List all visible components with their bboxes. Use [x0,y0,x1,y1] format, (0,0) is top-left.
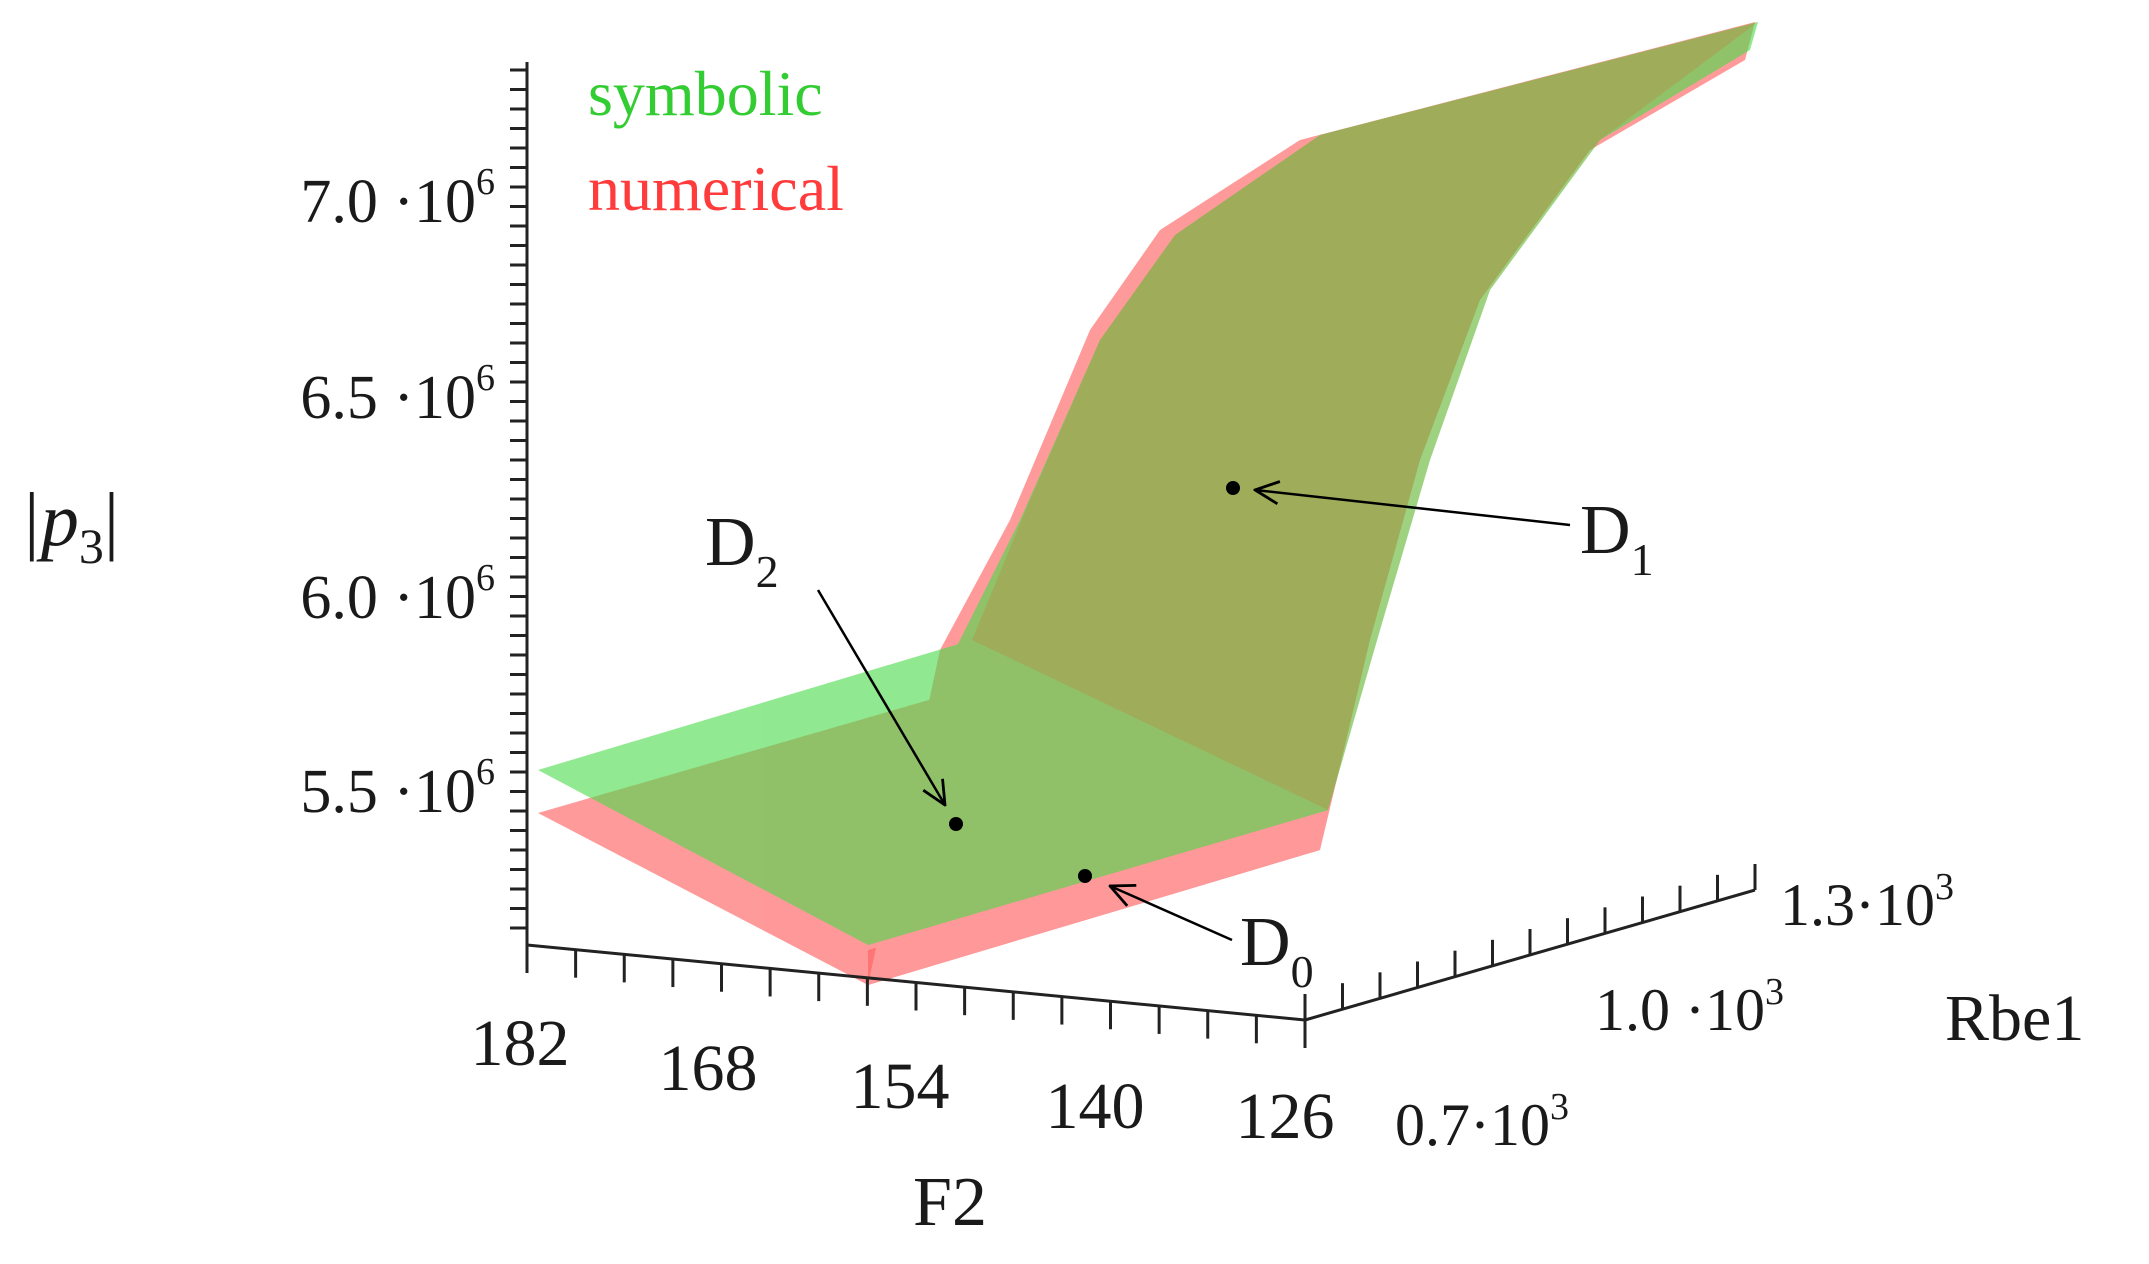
x-tick-label: 126 [1236,1080,1335,1153]
z-tick-label: 6.0 ·106 [300,557,495,632]
arrow-d1 [1255,490,1571,527]
label-d1: D1 [1580,492,1654,585]
y-tick-label: 1.0 ·103 [1595,971,1784,1043]
label-d0: D0 [1240,904,1314,997]
z-tick-labels: 5.5 ·106 6.0 ·106 6.5 ·106 7.0 ·106 [300,161,495,826]
x-axis-label: F2 [913,1164,987,1241]
annotation-points [949,481,1240,883]
x-tick-label: 154 [851,1050,950,1123]
annotation-arrows [816,490,1571,942]
x-tick-labels: 182 168 154 140 126 [471,1007,1335,1153]
y-axis-label: Rbe1 [1945,982,2084,1055]
symbolic-rising-sheet [868,22,1758,945]
annotation-labels: D0 D1 D2 [705,492,1654,997]
x-tick-label: 168 [659,1032,758,1105]
arrow-d0 [1110,886,1233,942]
z-tick-label: 7.0 ·106 [300,161,495,236]
legend: symbolic numerical [588,58,844,224]
axis-ticks [510,68,1757,1048]
point-d1 [1226,481,1240,495]
y-tick-label: 0.7·103 [1395,1086,1569,1158]
z-axis-label: |p3| [20,478,119,574]
legend-symbolic: symbolic [588,58,823,129]
point-d2 [949,817,963,831]
x-tick-label: 182 [471,1007,570,1080]
y-tick-label: 1.3·103 [1780,866,1954,938]
arrow-d2 [816,589,945,805]
legend-numerical: numerical [588,153,844,224]
point-d0 [1078,869,1092,883]
symbolic-rising-shade [972,22,1758,810]
x-tick-label: 140 [1046,1070,1145,1143]
label-d2: D2 [705,504,779,597]
z-tick-label: 5.5 ·106 [300,751,495,826]
y-tick-labels: 0.7·103 1.0 ·103 1.3·103 [1395,866,1954,1158]
z-tick-label: 6.5 ·106 [300,357,495,432]
